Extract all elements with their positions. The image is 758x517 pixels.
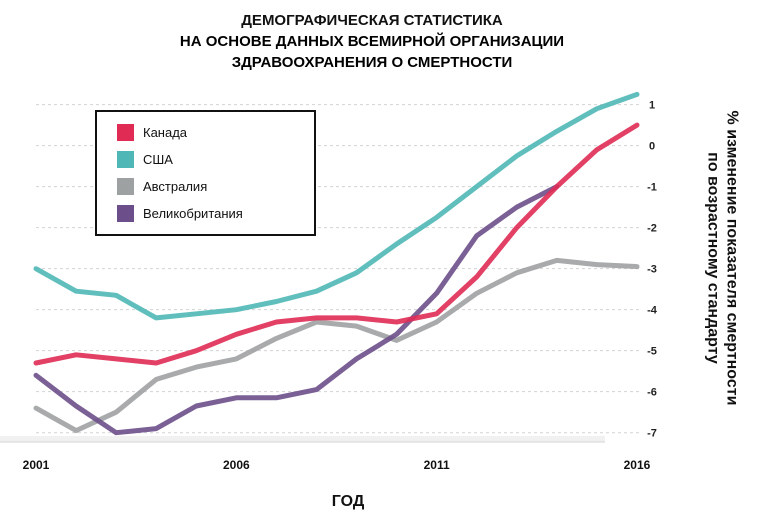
chart-title: ДЕМОГРАФИЧЕСКАЯ СТАТИСТИКА — [241, 12, 503, 29]
gridlines — [36, 104, 640, 434]
y-tick-label: ‑3 — [647, 264, 657, 276]
y-tick-label: ‑6 — [647, 387, 657, 399]
x-tick-label: 2006 — [223, 458, 250, 472]
y-tick-label: ‑2 — [647, 223, 657, 235]
series-line-3 — [33, 257, 640, 434]
chart-subtitle-line-2: ЗДРАВООХРАНЕНИЯ О СМЕРТНОСТИ — [232, 54, 513, 71]
legend-label: США — [143, 152, 173, 167]
y-tick-label: ‑4 — [647, 305, 658, 317]
x-axis-label: ГОД — [332, 493, 365, 510]
chart-title-group: ДЕМОГРАФИЧЕСКАЯ СТАТИСТИКА НА ОСНОВЕ ДАН… — [180, 12, 564, 71]
y-tick-label: 1 — [649, 100, 655, 112]
legend-swatch — [117, 178, 134, 195]
y-axis-label: % изменение показателя смертностипо возр… — [704, 111, 740, 406]
y-tick-label: ‑5 — [647, 346, 657, 358]
legend-swatch — [117, 151, 134, 168]
legend-label: Канада — [143, 125, 188, 140]
legend-swatch — [117, 205, 134, 222]
series-lines — [33, 91, 640, 436]
legend: Канада США Австралия Великобритания — [95, 110, 316, 236]
legend-label: Великобритания — [143, 206, 243, 221]
y-tick-label: 0 — [649, 141, 655, 153]
series-line-4 — [33, 184, 560, 436]
series-line-2 — [33, 91, 640, 321]
chart-subtitle-line-1: НА ОСНОВЕ ДАННЫХ ВСЕМИРНОЙ ОРГАНИЗАЦИИ — [180, 32, 564, 50]
y-tick-label: ‑1 — [647, 182, 657, 194]
x-tick-label: 2016 — [624, 458, 651, 472]
y-tick-label: ‑7 — [647, 428, 657, 440]
x-tick-label: 2001 — [23, 458, 50, 472]
legend-swatch — [117, 124, 134, 141]
series-line-1 — [33, 122, 640, 366]
legend-label: Австралия — [143, 179, 207, 194]
y-axis-ticks: 1 0 ‑1 ‑2 ‑3 ‑4 ‑5 ‑6 ‑7 — [647, 100, 658, 440]
axis-baseline — [0, 435, 605, 443]
x-axis-ticks: 2001 2006 2011 2016 — [23, 458, 651, 472]
x-tick-label: 2011 — [424, 458, 450, 472]
